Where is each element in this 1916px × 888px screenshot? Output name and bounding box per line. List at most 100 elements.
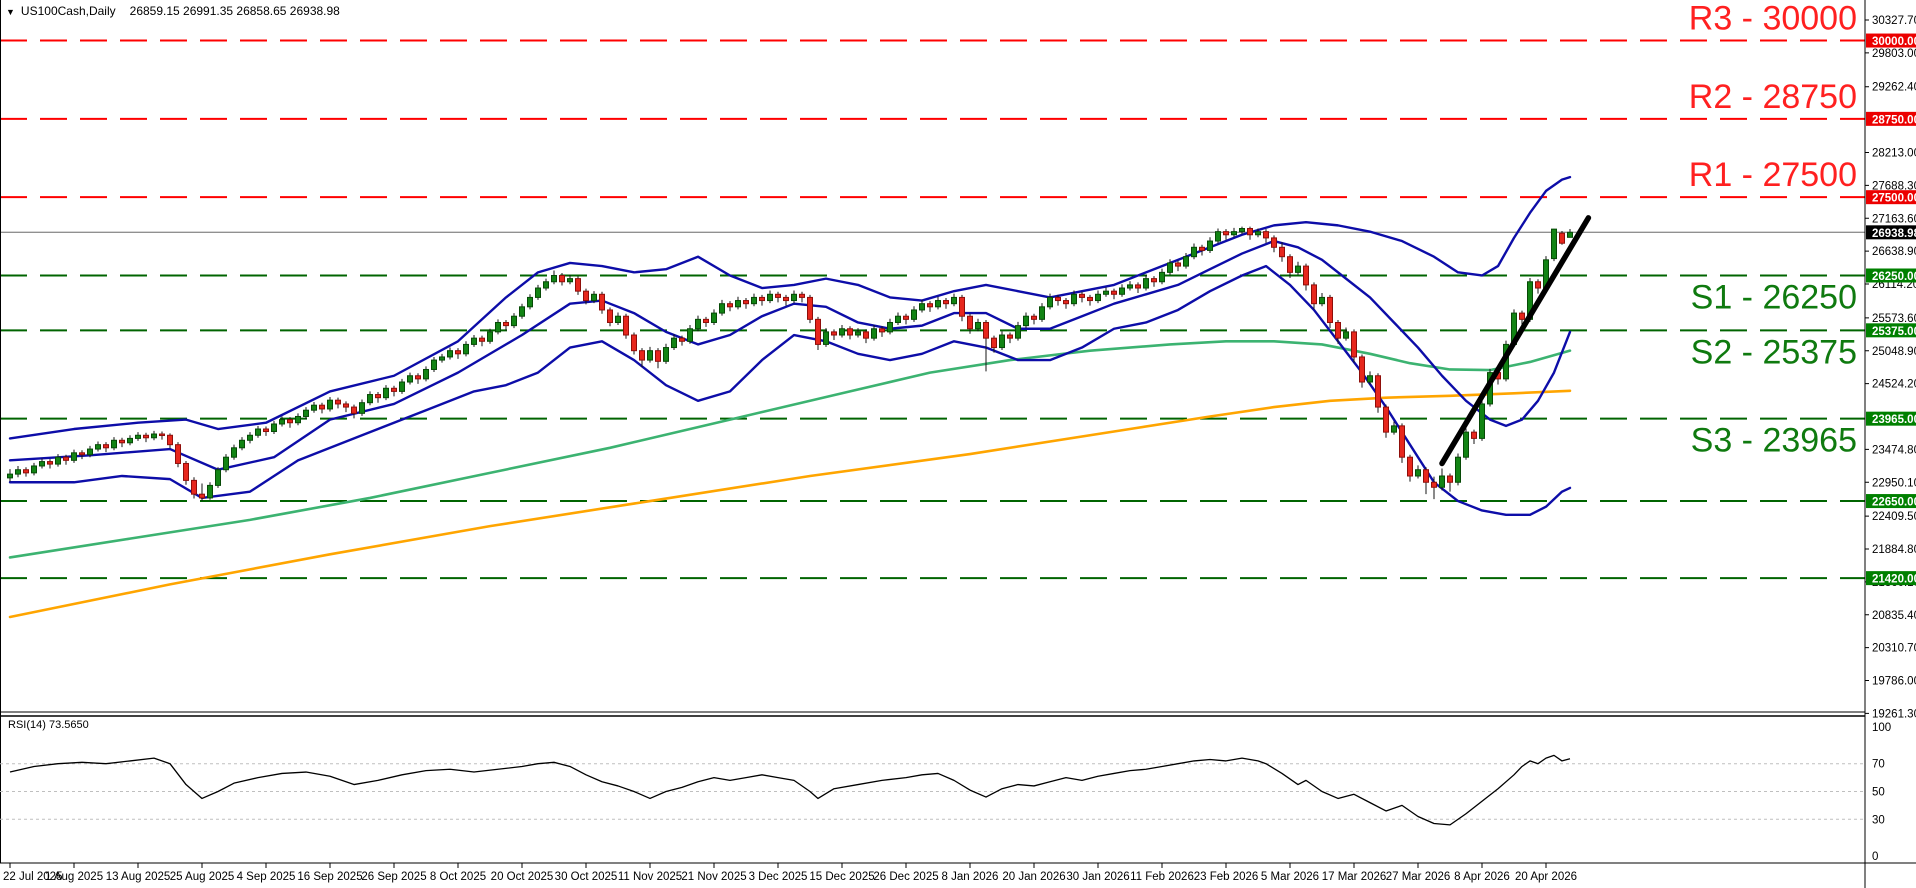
candle[interactable] (871, 328, 877, 339)
candle[interactable] (919, 303, 925, 311)
candle[interactable] (1335, 321, 1341, 339)
date-tick-label[interactable]: 13 Aug 2025 (106, 871, 171, 883)
candle[interactable] (1039, 306, 1045, 320)
bollinger-middle-line[interactable] (8, 239, 1572, 471)
candle[interactable] (1167, 262, 1173, 273)
candle[interactable] (1175, 262, 1181, 267)
date-tick-label[interactable]: 30 Oct 2025 (555, 871, 618, 883)
candle[interactable] (1399, 425, 1405, 458)
candle[interactable] (719, 303, 725, 314)
candle[interactable] (127, 437, 133, 444)
candle[interactable] (167, 434, 173, 446)
date-tick-label[interactable]: 26 Sep 2025 (361, 871, 426, 883)
candle[interactable] (1359, 356, 1365, 383)
candle[interactable] (1071, 293, 1077, 305)
candle[interactable] (263, 428, 269, 433)
candle[interactable] (1223, 231, 1229, 236)
date-tick-label[interactable]: 27 Mar 2026 (1386, 871, 1451, 883)
candle[interactable] (1383, 406, 1389, 433)
candle[interactable] (1215, 231, 1221, 242)
candle[interactable] (879, 328, 885, 333)
candle[interactable] (1311, 284, 1317, 305)
candle[interactable] (783, 296, 789, 302)
candle[interactable] (247, 434, 253, 441)
candle[interactable] (687, 328, 693, 342)
candle[interactable] (679, 337, 685, 342)
candle[interactable] (303, 409, 309, 417)
candle[interactable] (695, 318, 701, 330)
candle[interactable] (191, 479, 197, 495)
candle[interactable] (647, 350, 653, 361)
candle[interactable] (119, 439, 125, 444)
candle[interactable] (543, 281, 549, 289)
candle[interactable] (663, 347, 669, 362)
candle[interactable] (975, 321, 981, 330)
candlestick-series[interactable] (7, 226, 1573, 502)
candle[interactable] (391, 387, 397, 392)
candle[interactable] (39, 461, 45, 467)
candle[interactable] (935, 300, 941, 308)
candle[interactable] (1303, 265, 1309, 286)
candle[interactable] (223, 456, 229, 471)
candle[interactable] (79, 452, 85, 456)
candle[interactable] (791, 293, 797, 302)
candle[interactable] (1015, 325, 1021, 339)
candle[interactable] (1367, 375, 1373, 383)
candle[interactable] (295, 415, 301, 424)
chevron-down-icon[interactable]: ▼ (6, 7, 15, 17)
candle[interactable] (1079, 293, 1085, 298)
candle[interactable] (375, 394, 381, 399)
candle[interactable] (951, 296, 957, 305)
candle[interactable] (799, 293, 805, 298)
candle[interactable] (1247, 228, 1253, 236)
candle[interactable] (1447, 475, 1453, 483)
date-tick-label[interactable]: 8 Oct 2025 (430, 871, 486, 883)
candle[interactable] (815, 318, 821, 345)
candle[interactable] (1239, 228, 1245, 233)
candle[interactable] (983, 321, 989, 339)
candle[interactable] (343, 403, 349, 408)
candle[interactable] (1055, 296, 1061, 302)
candle[interactable] (1111, 290, 1117, 295)
date-tick-label[interactable]: 17 Mar 2026 (1322, 871, 1387, 883)
candle[interactable] (1207, 240, 1213, 251)
date-tick-label[interactable]: 1 Aug 2025 (45, 871, 103, 883)
date-tick-label[interactable]: 11 Nov 2025 (618, 871, 682, 883)
candle[interactable] (1551, 228, 1557, 260)
candle[interactable] (255, 428, 261, 436)
candle[interactable] (927, 303, 933, 308)
candle[interactable] (287, 419, 293, 424)
candle[interactable] (1023, 315, 1029, 327)
candle[interactable] (1231, 231, 1237, 236)
candle[interactable] (1271, 237, 1277, 248)
candle[interactable] (1463, 431, 1469, 458)
date-tick-label[interactable]: 23 Feb 2026 (1194, 871, 1259, 883)
candle[interactable] (1087, 296, 1093, 302)
candle[interactable] (631, 334, 637, 352)
candle[interactable] (959, 296, 965, 317)
date-tick-label[interactable]: 16 Sep 2025 (297, 871, 362, 883)
candle[interactable] (183, 462, 189, 481)
candle[interactable] (359, 402, 365, 414)
candle[interactable] (615, 315, 621, 323)
candle[interactable] (775, 293, 781, 298)
candle[interactable] (855, 331, 861, 336)
candle[interactable] (455, 350, 461, 355)
candle[interactable] (479, 337, 485, 342)
candle[interactable] (1255, 231, 1261, 236)
candle[interactable] (495, 321, 501, 333)
candle[interactable] (1407, 456, 1413, 477)
candle[interactable] (239, 439, 245, 449)
candle[interactable] (1063, 300, 1069, 305)
candle[interactable] (1471, 431, 1477, 439)
candle[interactable] (767, 293, 773, 302)
candle[interactable] (567, 278, 573, 283)
candle[interactable] (711, 312, 717, 323)
candle[interactable] (367, 394, 373, 404)
candle[interactable] (911, 309, 917, 320)
candle[interactable] (1127, 284, 1133, 289)
candle[interactable] (7, 473, 13, 479)
candle[interactable] (1455, 456, 1461, 483)
candle[interactable] (1327, 296, 1333, 323)
